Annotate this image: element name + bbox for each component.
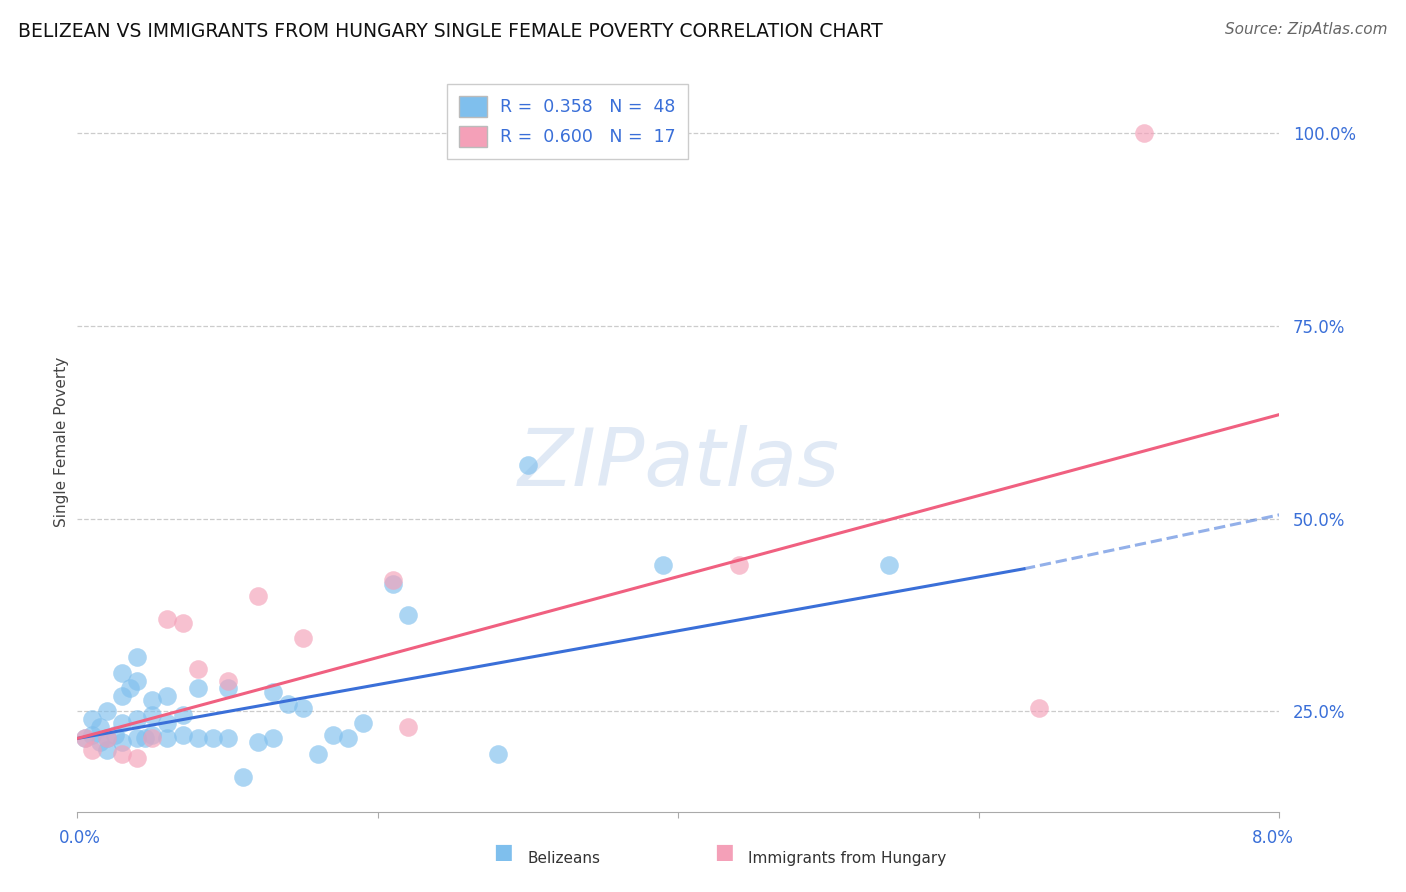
Point [291, 631, 314, 645]
Point [486, 747, 509, 761]
Point [517, 458, 540, 472]
Point [156, 612, 179, 626]
Point [262, 685, 284, 699]
Point [727, 558, 749, 572]
Point [127, 750, 149, 764]
Point [187, 731, 209, 746]
Point [172, 708, 194, 723]
Point [96, 743, 118, 757]
Point [96, 731, 118, 746]
Point [156, 731, 179, 746]
Point [96, 731, 118, 746]
Point [187, 681, 209, 696]
Point [217, 731, 239, 746]
Point [111, 665, 134, 680]
Text: 8.0%: 8.0% [1251, 829, 1294, 847]
Text: BELIZEAN VS IMMIGRANTS FROM HUNGARY SINGLE FEMALE POVERTY CORRELATION CHART: BELIZEAN VS IMMIGRANTS FROM HUNGARY SING… [18, 22, 883, 41]
Point [141, 708, 163, 723]
Point [396, 608, 419, 623]
Point [111, 689, 134, 703]
Point [322, 728, 344, 742]
Text: ■: ■ [494, 842, 513, 862]
Point [877, 558, 900, 572]
Point [89, 735, 111, 749]
Point [156, 716, 179, 731]
Point [82, 712, 104, 726]
Point [201, 731, 224, 746]
Point [1133, 126, 1156, 140]
Point [118, 681, 141, 696]
Point [246, 589, 269, 603]
Legend: R =  0.358   N =  48, R =  0.600   N =  17: R = 0.358 N = 48, R = 0.600 N = 17 [447, 84, 689, 159]
Point [111, 747, 134, 761]
Point [187, 662, 209, 676]
Point [141, 728, 163, 742]
Point [89, 720, 111, 734]
Point [111, 735, 134, 749]
Text: Source: ZipAtlas.com: Source: ZipAtlas.com [1225, 22, 1388, 37]
Point [246, 735, 269, 749]
Point [73, 731, 96, 746]
Point [96, 705, 118, 719]
Point [127, 712, 149, 726]
Point [232, 770, 254, 784]
Point [172, 728, 194, 742]
Y-axis label: Single Female Poverty: Single Female Poverty [53, 357, 69, 526]
Point [141, 731, 163, 746]
Point [381, 574, 404, 588]
Point [307, 747, 329, 761]
Point [172, 615, 194, 630]
Point [291, 700, 314, 714]
Point [134, 731, 156, 746]
Point [127, 673, 149, 688]
Point [262, 731, 284, 746]
Point [127, 650, 149, 665]
Point [652, 558, 675, 572]
Point [104, 728, 127, 742]
Point [217, 673, 239, 688]
Point [336, 731, 359, 746]
Point [141, 693, 163, 707]
Text: 0.0%: 0.0% [59, 829, 101, 847]
Point [82, 728, 104, 742]
Text: ZIPatlas: ZIPatlas [517, 425, 839, 503]
Text: Immigrants from Hungary: Immigrants from Hungary [748, 851, 946, 865]
Text: ■: ■ [714, 842, 734, 862]
Text: Belizeans: Belizeans [527, 851, 600, 865]
Point [381, 577, 404, 591]
Point [277, 697, 299, 711]
Point [127, 731, 149, 746]
Point [396, 720, 419, 734]
Point [352, 716, 374, 731]
Point [111, 716, 134, 731]
Point [1028, 700, 1050, 714]
Point [73, 731, 96, 746]
Point [217, 681, 239, 696]
Point [156, 689, 179, 703]
Point [82, 743, 104, 757]
